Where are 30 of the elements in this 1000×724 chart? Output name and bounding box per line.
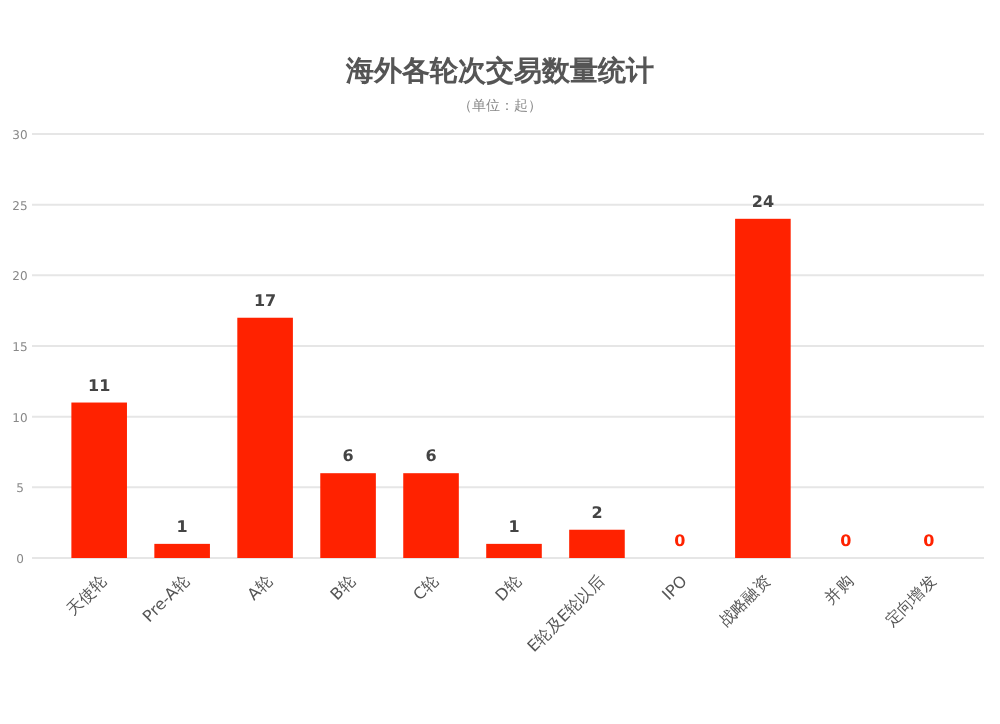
- x-tick-label: 天使轮: [63, 572, 110, 619]
- x-tick-label: B轮: [327, 572, 359, 604]
- bar: [154, 543, 210, 558]
- x-tick-label: D轮: [492, 572, 525, 605]
- x-tick-label: A轮: [244, 572, 276, 604]
- data-label: 17: [253, 291, 277, 310]
- chart-title: 海外各轮次交易数量统计: [344, 54, 654, 88]
- data-label: 6: [342, 447, 355, 466]
- bar: [403, 473, 459, 558]
- data-label: 1: [508, 517, 521, 536]
- data-label: 11: [88, 376, 112, 395]
- data-label: 1: [176, 517, 189, 536]
- data-label: 24: [751, 192, 775, 211]
- data-label: 2: [591, 503, 603, 522]
- x-tick-label: E轮及E轮以后: [524, 572, 608, 656]
- data-label: 0: [674, 532, 687, 550]
- bar: [569, 529, 625, 558]
- x-tick-label: IPO: [658, 572, 691, 604]
- x-tick-label: 战略融资: [715, 572, 774, 631]
- data-label: 6: [425, 447, 438, 466]
- data-label: 0: [840, 532, 853, 550]
- x-tick-label: C轮: [409, 572, 442, 605]
- bar: [237, 317, 293, 558]
- x-tick-label: 并购: [821, 572, 857, 608]
- bar: [486, 543, 542, 558]
- bar: [735, 218, 791, 558]
- bar: [320, 473, 376, 558]
- x-tick-label: 定向增发: [881, 572, 940, 631]
- bar: [71, 402, 127, 558]
- data-label: 0: [923, 532, 936, 550]
